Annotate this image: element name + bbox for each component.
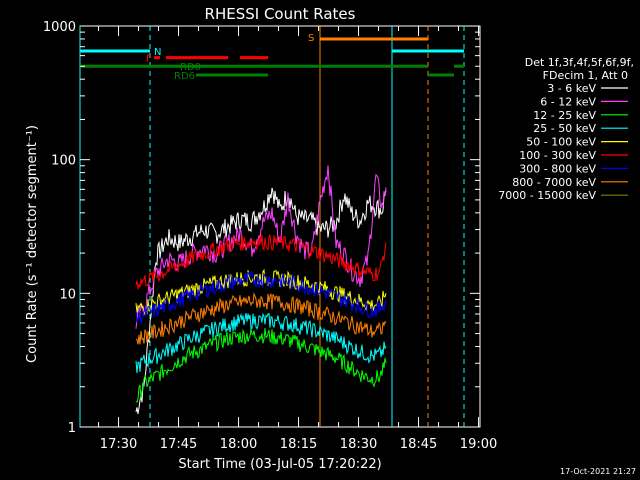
x-tick-label: 17:30 [100, 437, 137, 452]
legend-entry-label: 25 - 50 keV [533, 122, 596, 135]
series-line-0 [135, 187, 387, 414]
x-tick-label: 19:00 [460, 437, 497, 452]
chart-title: RHESSI Count Rates [205, 5, 356, 23]
series-line-7 [135, 291, 387, 345]
y-axis: 1 10 100 1000 [43, 20, 480, 436]
x-axis: 17:30 17:45 18:00 18:15 18:30 18:45 19:00 [98, 26, 497, 452]
legend-header-line-1: Det 1f,3f,4f,5f,6f,9f, [525, 56, 634, 69]
flag-label-s: S [308, 33, 314, 44]
series-line-4 [135, 268, 387, 315]
y-tick-label: 100 [51, 154, 76, 169]
series-line-5 [135, 234, 387, 290]
y-tick-label: 10 [59, 287, 76, 302]
flag-label-n: N [154, 47, 161, 58]
legend-header-line-2: FDecim 1, Att 0 [543, 69, 628, 82]
legend-entry-label: 50 - 100 keV [526, 136, 596, 149]
series-line-3 [135, 312, 387, 374]
x-tick-label: 18:00 [220, 437, 257, 452]
legend-entry-label: 800 - 7000 keV [512, 176, 596, 189]
x-tick-label: 18:30 [340, 437, 377, 452]
legend-entry-label: 100 - 300 keV [519, 149, 596, 162]
x-tick-label: 18:45 [400, 437, 437, 452]
legend-entry-label: 7000 - 15000 keV [498, 189, 596, 202]
legend-entry-label: 6 - 12 keV [540, 95, 596, 108]
legend-entry-label: 3 - 6 keV [547, 82, 596, 95]
y-axis-label: Count Rate (s⁻¹ detector segment⁻¹) [25, 125, 40, 363]
series-line-2 [135, 328, 387, 403]
series-line-1 [135, 165, 387, 329]
x-tick-label: 18:15 [280, 437, 317, 452]
legend-entry-label: 300 - 800 keV [519, 162, 596, 175]
series-line-6 [135, 271, 387, 324]
legend: Det 1f,3f,4f,5f,6f,9f,FDecim 1, Att 03 -… [498, 56, 634, 202]
timestamp: 17-Oct-2021 21:27 [560, 467, 636, 476]
y-tick-label: 1 [68, 421, 76, 436]
flag-label-f: F [146, 54, 152, 65]
flag-label-rd6: RD6 [174, 71, 195, 82]
x-axis-label: Start Time (03-Jul-05 17:20:22) [178, 457, 381, 472]
x-tick-label: 17:45 [160, 437, 197, 452]
flag-label-rd0: RD0 [180, 62, 201, 73]
legend-entry-label: 12 - 25 keV [533, 109, 596, 122]
y-tick-label: 1000 [43, 20, 76, 35]
